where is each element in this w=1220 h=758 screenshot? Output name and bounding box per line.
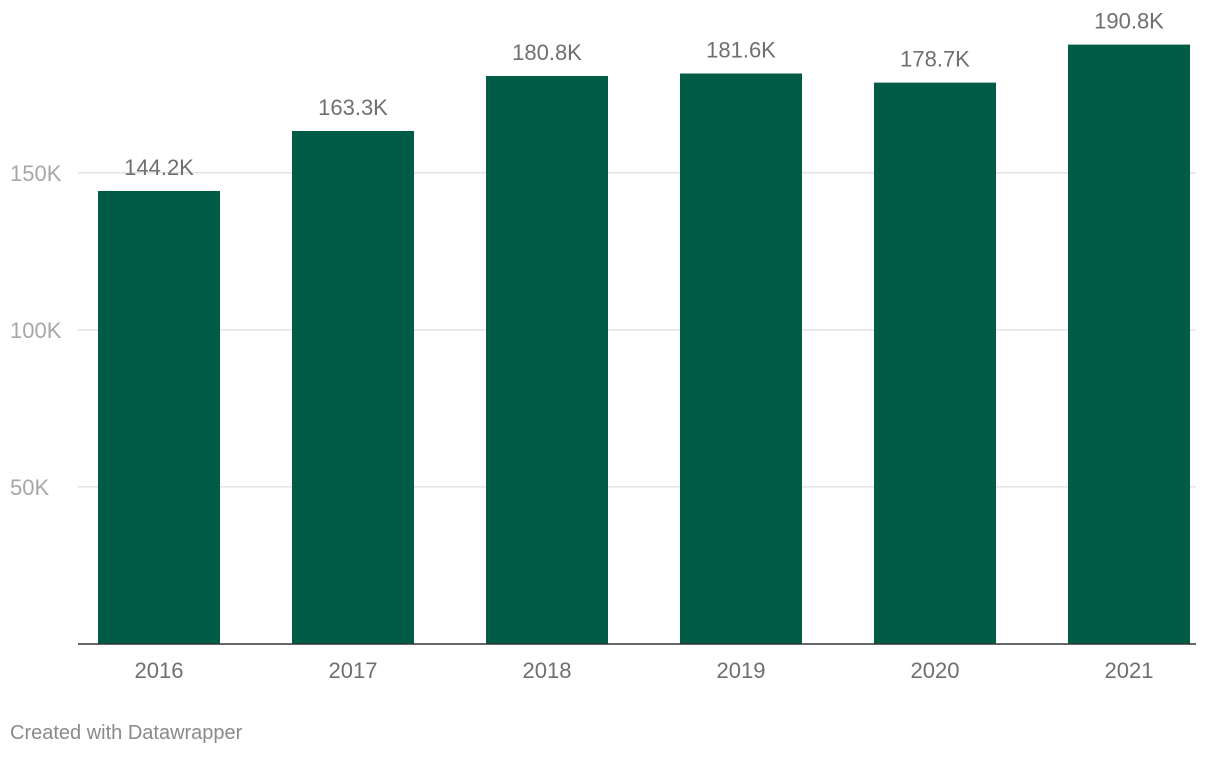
data-labels: 144.2K 163.3K 180.8K 181.6K 178.7K 190.8K <box>124 9 1164 180</box>
data-label-2019: 181.6K <box>706 38 776 63</box>
data-label-2018: 180.8K <box>512 40 582 65</box>
data-label-2021: 190.8K <box>1094 9 1164 34</box>
y-tick-label: 100K <box>10 318 62 343</box>
data-label-2020: 178.7K <box>900 47 970 72</box>
y-tick-label: 150K <box>10 161 62 186</box>
x-tick-label-2019: 2019 <box>717 658 766 683</box>
gridlines <box>78 172 1196 488</box>
bar-2020 <box>874 82 996 644</box>
datawrapper-credit: Created with Datawrapper <box>10 722 243 744</box>
y-axis-ticks: 50K 100K 150K <box>10 161 62 500</box>
data-label-2017: 163.3K <box>318 95 388 120</box>
x-tick-label-2020: 2020 <box>911 658 960 683</box>
bar-2016 <box>98 190 220 644</box>
bars <box>98 44 1190 645</box>
y-tick-label: 50K <box>10 475 49 500</box>
x-tick-label-2021: 2021 <box>1105 658 1154 683</box>
bar-2017 <box>292 130 414 645</box>
bar-chart: 50K 100K 150K 144.2K 163.3K 180.8K 181.6K 178.… <box>10 9 1196 683</box>
x-tick-label-2017: 2017 <box>329 658 378 683</box>
bar-2018 <box>486 76 608 645</box>
bar-2021 <box>1068 44 1190 644</box>
x-tick-label-2016: 2016 <box>135 658 184 683</box>
data-label-2016: 144.2K <box>124 155 194 180</box>
bar-2019 <box>680 73 802 644</box>
x-tick-label-2018: 2018 <box>523 658 572 683</box>
x-axis-ticks: 2016 2017 2018 2019 2020 2021 <box>135 658 1154 683</box>
